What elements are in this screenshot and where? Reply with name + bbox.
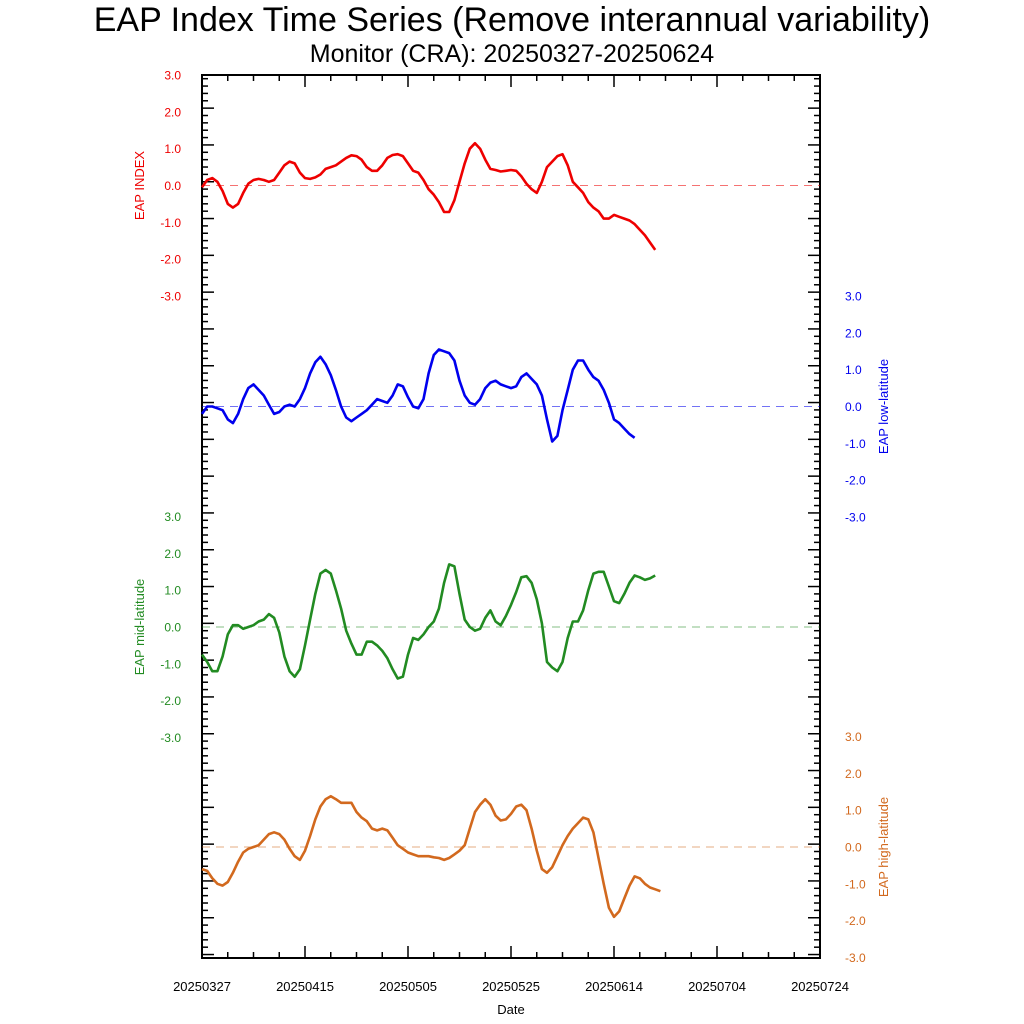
y-tick-label: -1.0 bbox=[160, 657, 181, 671]
y-tick-label: 2.0 bbox=[845, 767, 862, 781]
y-tick-label: -2.0 bbox=[160, 253, 181, 267]
y-tick-label: 2.0 bbox=[845, 326, 862, 340]
x-tick-label: 20250525 bbox=[482, 979, 540, 994]
series-lines bbox=[200, 141, 661, 919]
plot-frame bbox=[201, 74, 821, 959]
y-tick-label: -2.0 bbox=[845, 914, 866, 928]
y-tick-label: -1.0 bbox=[845, 877, 866, 891]
y-tick-label: -2.0 bbox=[160, 694, 181, 708]
x-tick-labels: 20250327 20250415 20250505 20250525 20250614… bbox=[173, 979, 849, 994]
y-tick-label: 2.0 bbox=[164, 105, 181, 119]
y-tick-label: 0.0 bbox=[164, 621, 181, 635]
x-tick-label: 20250327 bbox=[173, 979, 231, 994]
y-tick-label: 2.0 bbox=[164, 547, 181, 561]
x-tick-label: 20250505 bbox=[379, 979, 437, 994]
y-tick-label: -3.0 bbox=[845, 510, 866, 524]
x-tick-label: 20250614 bbox=[585, 979, 643, 994]
series-axis-label: EAP INDEX bbox=[132, 151, 147, 220]
zero-reference-lines bbox=[202, 185, 820, 848]
y-tick-labels: 3.0 2.0 1.0 0.0 -1.0 -2.0 -3.0 3.0 2.0 1.0 0.0 -1.0… bbox=[160, 69, 866, 965]
y-tick-label: -1.0 bbox=[845, 437, 866, 451]
x-tick-label: 20250724 bbox=[791, 979, 849, 994]
chart-subtitle: Monitor (CRA): 20250327-20250624 bbox=[309, 40, 715, 68]
series-line bbox=[200, 141, 657, 251]
x-tick-label: 20250704 bbox=[688, 979, 746, 994]
series-line bbox=[201, 794, 661, 919]
y-tick-label: 1.0 bbox=[845, 363, 862, 377]
x-axis-label: Date bbox=[497, 1002, 524, 1017]
y-tick-label: -3.0 bbox=[160, 289, 181, 303]
y-tick-label: 3.0 bbox=[164, 510, 181, 524]
y-tick-label: 1.0 bbox=[845, 804, 862, 818]
y-tick-label: -3.0 bbox=[845, 951, 866, 965]
tick-marks bbox=[201, 75, 821, 958]
chart-title: EAP Index Time Series (Remove interannua… bbox=[93, 1, 931, 39]
y-tick-label: 1.0 bbox=[164, 584, 181, 598]
y-tick-label: -2.0 bbox=[845, 474, 866, 488]
series-axis-label: EAP low-latitude bbox=[876, 359, 891, 454]
y-tick-label: 3.0 bbox=[845, 290, 862, 304]
y-tick-label: 1.0 bbox=[164, 142, 181, 156]
series-line bbox=[200, 348, 636, 443]
y-tick-label: 3.0 bbox=[164, 69, 181, 83]
y-tick-label: 3.0 bbox=[845, 730, 862, 744]
x-tick-label: 20250415 bbox=[276, 979, 334, 994]
y-tick-label: -3.0 bbox=[160, 731, 181, 745]
y-tick-label: 0.0 bbox=[164, 179, 181, 193]
series-axis-labels: EAP INDEX EAP low-latitude EAP mid-latitud… bbox=[132, 151, 891, 897]
series-axis-label: EAP high-latitude bbox=[876, 797, 891, 897]
series-line bbox=[200, 563, 656, 680]
series-axis-label: EAP mid-latitude bbox=[132, 579, 147, 676]
y-tick-label: 0.0 bbox=[845, 841, 862, 855]
y-tick-label: 0.0 bbox=[845, 400, 862, 414]
y-tick-label: -1.0 bbox=[160, 216, 181, 230]
